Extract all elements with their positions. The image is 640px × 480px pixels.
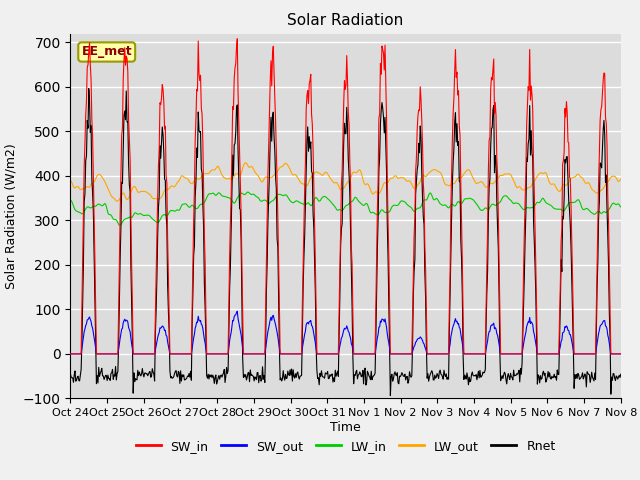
SW_out: [133, 351, 141, 357]
SW_in: [413, 127, 421, 133]
SW_out: [218, 351, 226, 357]
SW_out: [429, 351, 437, 357]
Rnet: [430, 377, 438, 383]
LW_in: [134, 211, 141, 217]
SW_out: [617, 351, 625, 357]
SW_in: [429, 351, 437, 357]
SW_out: [77, 351, 84, 357]
Rnet: [219, 372, 227, 378]
Title: Solar Radiation: Solar Radiation: [287, 13, 404, 28]
LW_out: [430, 167, 438, 172]
SW_in: [617, 351, 625, 357]
SW_in: [67, 351, 74, 357]
LW_in: [116, 223, 124, 228]
LW_in: [219, 193, 227, 199]
Rnet: [77, 372, 84, 378]
SW_out: [189, 340, 196, 346]
Rnet: [414, 162, 422, 168]
SW_in: [77, 351, 84, 357]
LW_in: [414, 205, 422, 211]
LW_out: [414, 182, 422, 188]
Y-axis label: Solar Radiation (W/m2): Solar Radiation (W/m2): [4, 143, 17, 289]
SW_out: [67, 351, 74, 357]
Rnet: [134, 368, 141, 373]
SW_in: [189, 262, 196, 268]
LW_in: [67, 197, 74, 203]
Rnet: [190, 252, 198, 258]
Line: SW_out: SW_out: [70, 312, 621, 354]
SW_in: [218, 351, 226, 357]
Rnet: [617, 372, 625, 377]
Line: LW_out: LW_out: [70, 163, 621, 201]
Rnet: [85, 86, 93, 92]
Line: Rnet: Rnet: [70, 89, 621, 396]
LW_out: [242, 160, 250, 166]
LW_in: [190, 204, 198, 209]
Text: EE_met: EE_met: [81, 46, 132, 59]
LW_out: [67, 178, 74, 183]
Legend: SW_in, SW_out, LW_in, LW_out, Rnet: SW_in, SW_out, LW_in, LW_out, Rnet: [131, 435, 561, 458]
LW_out: [190, 179, 198, 185]
SW_out: [413, 337, 421, 343]
LW_in: [430, 197, 438, 203]
LW_out: [77, 187, 84, 192]
LW_out: [134, 189, 141, 195]
LW_in: [77, 210, 84, 216]
Line: SW_in: SW_in: [70, 39, 621, 354]
Rnet: [67, 371, 74, 377]
Rnet: [387, 393, 394, 398]
X-axis label: Time: Time: [330, 421, 361, 434]
LW_in: [244, 189, 252, 195]
SW_in: [133, 351, 141, 357]
LW_out: [617, 176, 625, 182]
LW_out: [219, 173, 227, 179]
LW_in: [617, 204, 625, 210]
SW_in: [234, 36, 241, 42]
SW_out: [234, 309, 241, 314]
Line: LW_in: LW_in: [70, 192, 621, 226]
LW_out: [113, 198, 121, 204]
